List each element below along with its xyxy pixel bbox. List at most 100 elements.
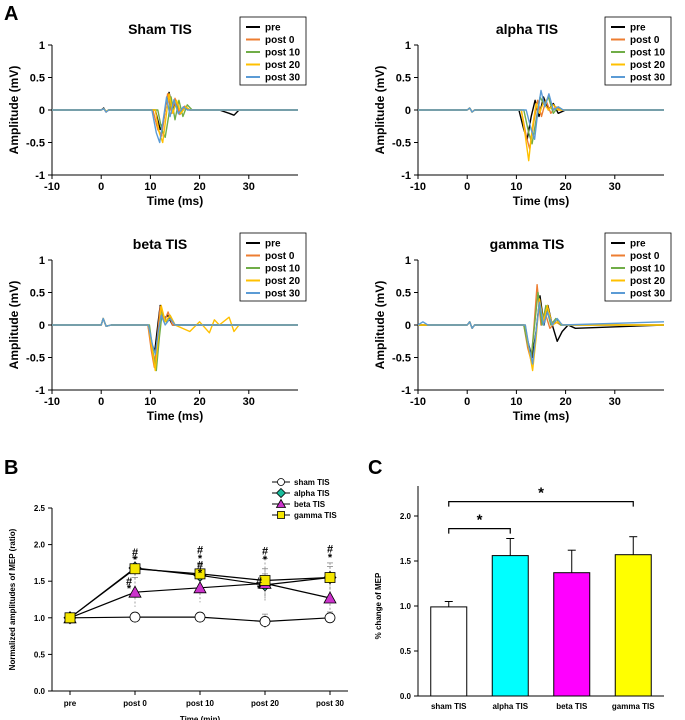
- bar-beta-tis: [553, 572, 591, 697]
- y-tick-label: 2.5: [34, 504, 46, 513]
- data-point-sham-tis: [194, 611, 206, 623]
- significance-mark: *: [257, 583, 262, 595]
- y-tick-label: 0: [39, 105, 45, 117]
- x-axis-label: Time (ms): [513, 194, 569, 208]
- x-tick-label: 30: [243, 181, 255, 193]
- x-tick-label: 0: [464, 396, 470, 408]
- y-axis-label: Amplitude (mV): [7, 66, 21, 155]
- data-point-beta-tis: [128, 585, 142, 598]
- significance-bracket: [448, 501, 634, 507]
- significance-mark: #: [197, 545, 203, 557]
- legend-label-beta-tis: beta TIS: [294, 500, 326, 509]
- y-tick-label: -1: [35, 170, 45, 182]
- significance-mark: #: [256, 576, 262, 588]
- data-point-gamma-tis: [64, 612, 76, 624]
- chart-beta-tis-traces: beta TIS 1 0.5 0 -0.5 -1-10 0 10 20 30 Time (ms) Am…: [7, 232, 307, 423]
- significance-mark: #: [327, 543, 333, 555]
- y-tick-label: 1.0: [34, 614, 46, 623]
- legend-marker-sham-tis: [277, 478, 285, 486]
- x-tick-label: 10: [510, 396, 522, 408]
- y-tick-label: 0.5: [400, 647, 412, 656]
- data-point-beta-tis: [193, 580, 207, 594]
- significance-mark: *: [263, 554, 268, 566]
- data-point-gamma-tis: [324, 572, 336, 583]
- legend-label-post-20: post 20: [265, 276, 300, 287]
- legend-label-post-30: post 30: [630, 73, 665, 84]
- significance-bracket: [448, 528, 511, 534]
- significance-mark: *: [198, 553, 203, 565]
- y-tick-label: 1.5: [400, 557, 412, 566]
- x-axis-label: Time (ms): [147, 409, 203, 423]
- y-tick-label: -0.5: [26, 138, 45, 150]
- y-tick-label: 1.5: [34, 577, 46, 586]
- significance-mark: #: [262, 545, 268, 557]
- legend-marker-beta-tis: [275, 498, 287, 508]
- x-tick-label: 30: [609, 396, 621, 408]
- x-tick-label: 30: [609, 181, 621, 193]
- significance-mark: #: [126, 576, 132, 588]
- x-tick-label: gamma TIS: [612, 702, 655, 711]
- y-tick-label: 0: [39, 320, 45, 332]
- legend-label-post-10: post 10: [630, 264, 665, 275]
- legend-label-post-20: post 20: [630, 60, 665, 71]
- series-line-pre: [418, 96, 664, 140]
- y-tick-label: 0.5: [396, 288, 411, 300]
- legend-label-post-10: post 10: [265, 264, 300, 275]
- bar-alpha-tis: [491, 555, 529, 697]
- legend-label-post-10: post 10: [265, 48, 300, 59]
- series-line-post-30: [52, 314, 298, 355]
- series-line-pre: [52, 304, 298, 352]
- panel-letter-c: C: [368, 457, 382, 479]
- x-tick-label: -10: [44, 181, 60, 193]
- significance-mark: *: [477, 512, 483, 529]
- x-tick-label: post 20: [251, 699, 280, 708]
- series-line-post-0: [52, 93, 298, 137]
- series-line-post-30: [417, 301, 665, 365]
- x-tick-label: 10: [510, 181, 522, 193]
- series-line-post-0: [52, 306, 298, 368]
- y-tick-label: 0.0: [34, 687, 46, 696]
- legend-marker-gamma-tis: [277, 511, 285, 519]
- x-tick-label: -10: [44, 396, 60, 408]
- chart-title: Sham TIS: [128, 21, 192, 37]
- y-axis-label: % change of MEP: [374, 572, 383, 639]
- y-tick-label: 0: [405, 320, 411, 332]
- y-tick-label: 1: [39, 255, 45, 267]
- legend-label-post-10: post 10: [630, 48, 665, 59]
- legend-label-pre: pre: [265, 239, 281, 250]
- x-axis-label: Time (ms): [513, 409, 569, 423]
- legend-label-post-30: post 30: [265, 289, 300, 300]
- y-tick-label: -0.5: [392, 138, 411, 150]
- legend-label-pre: pre: [265, 23, 281, 34]
- legend-label-post-30: post 30: [630, 289, 665, 300]
- significance-mark: #: [132, 547, 138, 559]
- x-axis-label: Time (min): [180, 715, 221, 720]
- series-line-post-30: [52, 96, 298, 144]
- panel-letter-b: B: [4, 457, 18, 479]
- y-tick-label: 0.5: [34, 650, 46, 659]
- x-tick-label: 0: [98, 396, 104, 408]
- significance-mark: *: [198, 567, 203, 579]
- chart-gamma-tis-traces: gamma TIS 1 0.5 0 -0.5 -1-10 0 10 20 30 Time (ms) A…: [373, 232, 672, 423]
- y-tick-label: 0.5: [30, 73, 45, 85]
- data-point-sham-tis: [129, 611, 141, 623]
- x-tick-label: 20: [559, 396, 571, 408]
- y-axis-label: Amplitude (mV): [7, 281, 21, 370]
- data-point-sham-tis: [324, 612, 336, 624]
- x-tick-label: alpha TIS: [492, 702, 528, 711]
- y-tick-label: -1: [401, 170, 411, 182]
- x-tick-label: 0: [98, 181, 104, 193]
- y-tick-label: 1: [39, 40, 45, 52]
- y-tick-label: 0: [405, 105, 411, 117]
- data-point-beta-tis: [323, 591, 337, 604]
- x-tick-label: sham TIS: [431, 702, 467, 711]
- y-axis-label: Normalized amplitudes of MEP (ratio): [8, 528, 17, 670]
- x-tick-label: -10: [410, 181, 426, 193]
- legend-label-pre: pre: [630, 23, 646, 34]
- y-tick-label: 0.0: [400, 692, 412, 701]
- chart-title: gamma TIS: [490, 236, 565, 252]
- x-tick-label: 20: [559, 181, 571, 193]
- significance-mark: *: [133, 554, 138, 566]
- legend-label-gamma-tis: gamma TIS: [294, 511, 337, 520]
